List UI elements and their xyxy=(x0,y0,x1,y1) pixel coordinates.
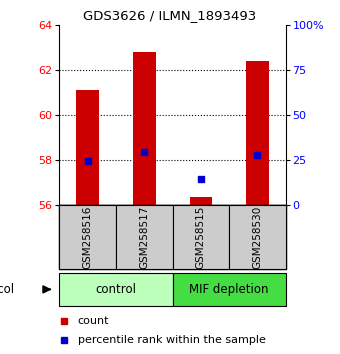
Text: control: control xyxy=(96,283,137,296)
Bar xyxy=(173,205,229,269)
Bar xyxy=(189,198,212,205)
Text: percentile rank within the sample: percentile rank within the sample xyxy=(78,335,266,345)
Bar xyxy=(229,205,286,269)
Bar xyxy=(133,52,156,205)
Bar xyxy=(116,205,173,269)
Text: GSM258516: GSM258516 xyxy=(83,205,93,269)
Bar xyxy=(173,273,286,306)
Bar xyxy=(59,205,116,269)
Text: GSM258530: GSM258530 xyxy=(252,206,262,269)
Text: GSM258515: GSM258515 xyxy=(196,205,206,269)
Text: count: count xyxy=(78,316,109,326)
Bar xyxy=(76,90,99,205)
Text: GSM258517: GSM258517 xyxy=(139,205,149,269)
Text: MIF depletion: MIF depletion xyxy=(189,283,269,296)
Bar xyxy=(246,61,269,205)
Bar xyxy=(59,273,173,306)
Text: protocol: protocol xyxy=(0,283,15,296)
Text: GDS3626 / ILMN_1893493: GDS3626 / ILMN_1893493 xyxy=(83,9,257,22)
